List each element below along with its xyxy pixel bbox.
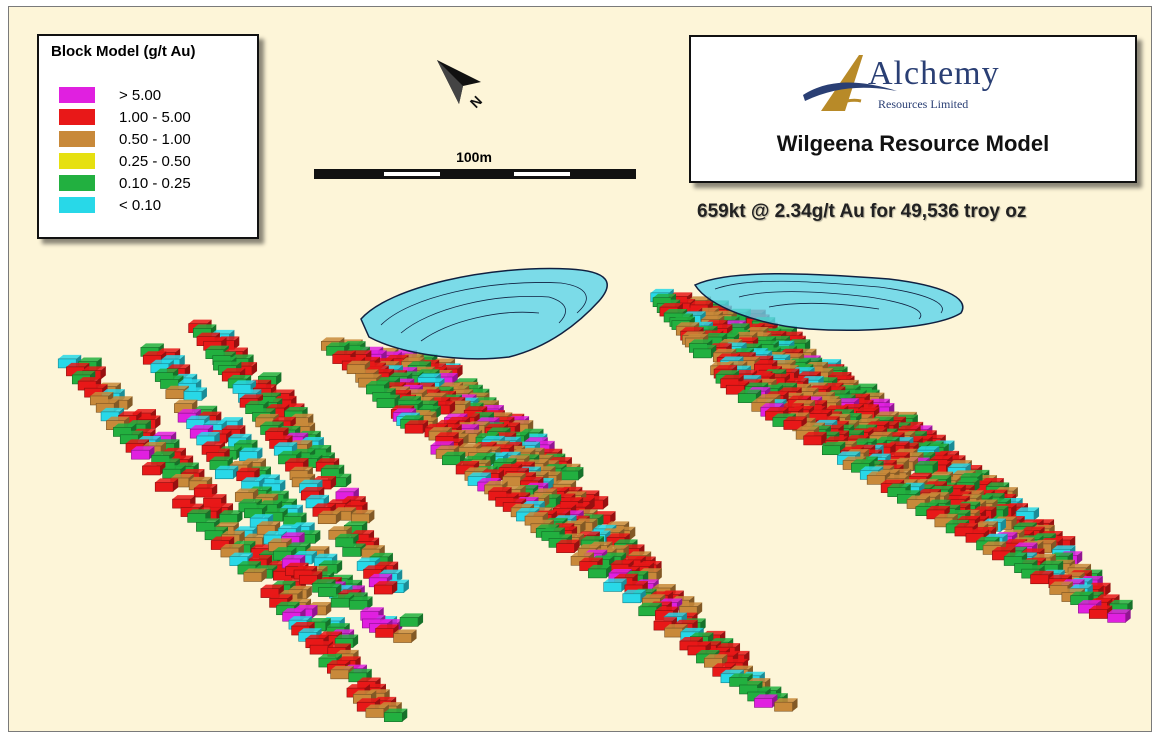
legend-label: 0.25 - 0.50 <box>119 152 191 170</box>
pit-bench-line <box>400 296 566 334</box>
alchemy-logo-icon <box>803 55 897 111</box>
legend-label: > 5.00 <box>119 86 162 104</box>
scale-bar: 100m <box>309 149 639 189</box>
scale-bar-graphic <box>314 169 636 179</box>
model-block <box>193 484 218 498</box>
model-block <box>393 629 417 643</box>
legend-label: 1.00 - 5.00 <box>119 108 191 126</box>
brand-box: Alchemy Resources Limited Wilgeena Resou… <box>689 35 1137 183</box>
legend-label: < 0.10 <box>119 196 162 214</box>
company-subtitle: Resources Limited <box>878 97 969 111</box>
legend-item-gt5: > 5.00 <box>59 85 161 105</box>
model-block <box>399 613 424 627</box>
block-model-view <box>57 267 1133 722</box>
model-block <box>774 698 798 712</box>
model-block <box>1070 591 1094 605</box>
legend-item-025-05: 0.25 - 0.50 <box>59 151 191 171</box>
legend: Block Model (g/t Au) > 5.00 1.00 - 5.00 … <box>37 34 259 239</box>
model-block <box>754 694 778 708</box>
resource-stats: 659kt @ 2.34g/t Au for 49,536 troy oz <box>697 201 1027 222</box>
model-block <box>693 344 717 359</box>
legend-title: Block Model (g/t Au) <box>51 43 196 60</box>
model-block <box>334 634 359 648</box>
model-block <box>131 446 155 460</box>
legend-swatch <box>59 175 95 191</box>
model-block <box>588 564 612 579</box>
open-pit-outline <box>693 272 964 331</box>
pit-bench-line <box>738 291 922 320</box>
model-block <box>243 568 267 582</box>
north-arrow-icon: N <box>437 60 485 111</box>
scale-label: 100m <box>456 149 492 165</box>
model-block <box>245 400 269 415</box>
legend-label: 0.10 - 0.25 <box>119 174 191 192</box>
model-block <box>383 708 408 722</box>
model-block <box>142 461 166 476</box>
company-name: Alchemy <box>868 55 1000 92</box>
pit-bench-line <box>380 282 587 326</box>
model-block <box>373 581 398 595</box>
model-block <box>154 478 179 492</box>
model-block <box>351 509 375 524</box>
model-block <box>183 387 207 401</box>
legend-item-lt01: < 0.10 <box>59 195 161 215</box>
model-block <box>678 602 703 616</box>
legend-swatch <box>59 109 95 125</box>
legend-swatch <box>59 197 95 213</box>
model-block <box>1088 605 1113 619</box>
model-block <box>349 596 373 610</box>
model-block <box>317 510 342 525</box>
model-block <box>560 466 584 481</box>
legend-swatch <box>59 153 95 169</box>
model-block <box>803 431 827 446</box>
legend-label: 0.50 - 1.00 <box>119 130 191 148</box>
map-frame: Block Model (g/t Au) > 5.00 1.00 - 5.00 … <box>8 6 1152 732</box>
model-block <box>1107 609 1131 623</box>
legend-item-05-1: 0.50 - 1.00 <box>59 129 191 149</box>
model-block <box>366 381 390 395</box>
model-block <box>214 465 239 480</box>
open-pit-outline <box>360 267 608 360</box>
model-block <box>256 521 281 535</box>
legend-swatch <box>59 87 95 103</box>
model-block <box>219 510 243 524</box>
model-block <box>914 460 938 475</box>
legend-item-01-025: 0.10 - 0.25 <box>59 173 191 193</box>
model-block <box>556 539 580 553</box>
pit-bench-line <box>420 311 540 342</box>
north-label: N <box>467 92 485 110</box>
pit-bench-line <box>714 280 943 314</box>
model-title: Wilgeena Resource Model <box>776 131 1050 156</box>
legend-item-1-5: 1.00 - 5.00 <box>59 107 191 127</box>
pit-bench-line <box>768 303 880 310</box>
model-block <box>320 464 345 479</box>
model-block <box>603 578 627 592</box>
model-block <box>1039 560 1064 574</box>
legend-swatch <box>59 131 95 147</box>
model-block <box>821 441 846 456</box>
